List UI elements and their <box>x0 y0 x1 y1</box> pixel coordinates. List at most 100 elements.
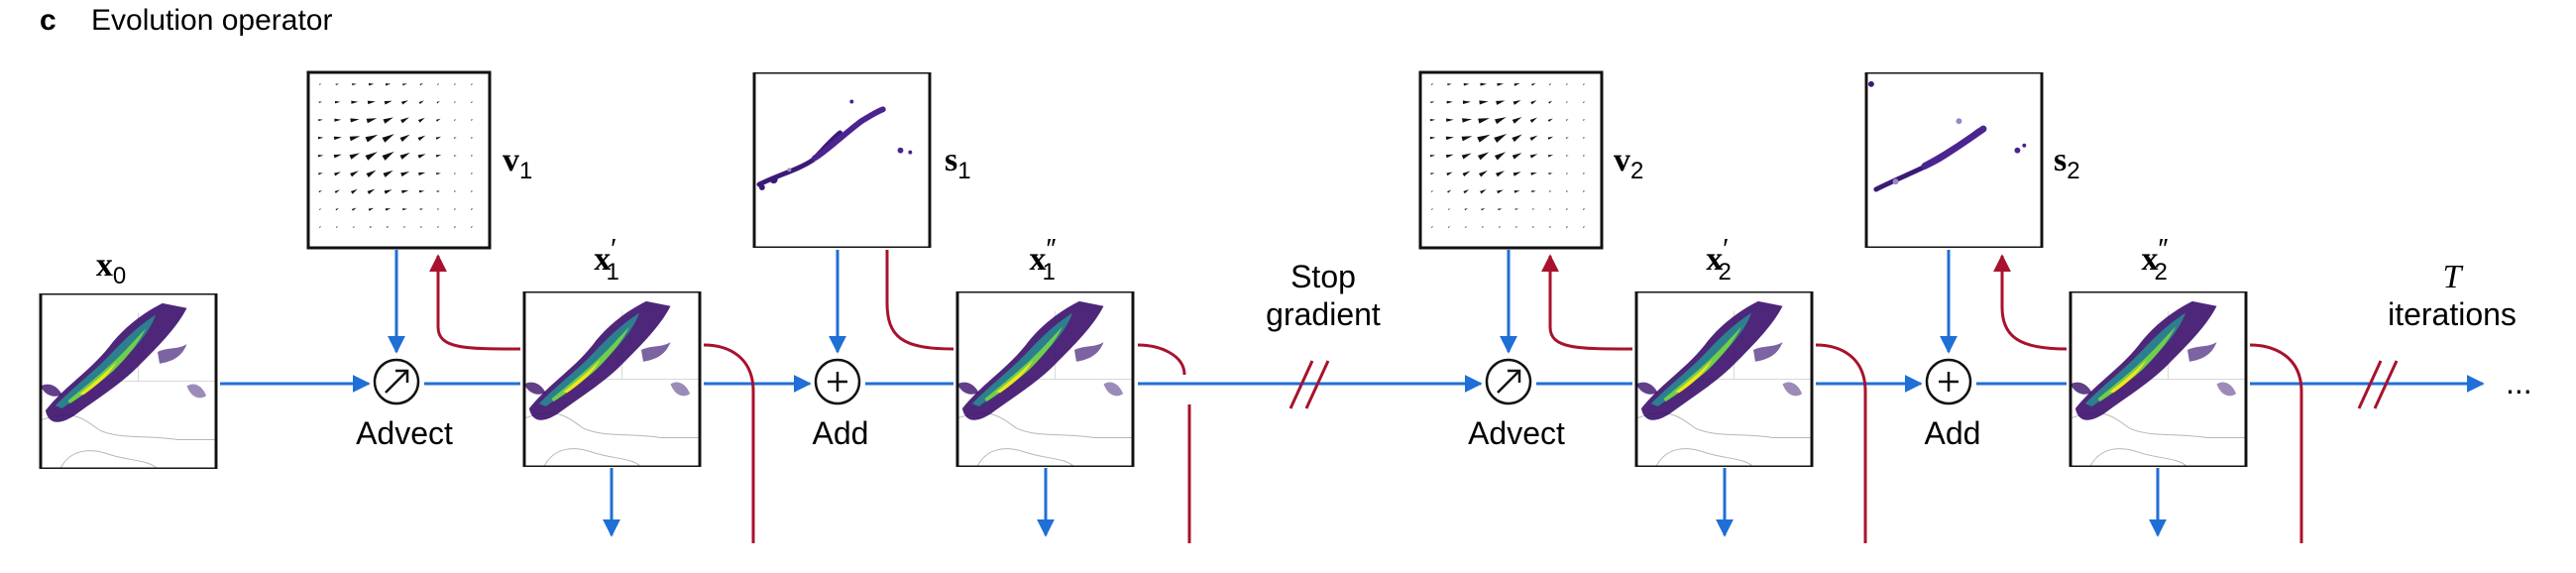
quiver-arrow <box>318 101 323 103</box>
quiver-arrow <box>1446 172 1453 176</box>
quiver-arrow <box>333 136 342 141</box>
advect-operator-2 <box>1485 358 1532 405</box>
quiver-arrow <box>1530 100 1537 105</box>
quiver-arrow <box>1498 208 1503 211</box>
quiver-arrow <box>1548 172 1553 175</box>
quiver-arrow <box>1565 155 1569 157</box>
quiver-arrow <box>418 172 426 176</box>
grad-x1p-down <box>703 343 755 543</box>
quiver-arrow <box>1513 83 1520 86</box>
quiver-arrow <box>1496 171 1506 177</box>
quiver-arrow <box>318 190 322 193</box>
quiver-arrow <box>367 188 376 194</box>
quiver-arrow <box>368 82 375 86</box>
quiver-arrow <box>368 207 375 211</box>
quiver-arrow <box>1447 226 1451 228</box>
label-x1pp: x″ 1 <box>1030 233 1057 286</box>
quiver-arrow <box>1462 171 1471 177</box>
quiver-arrow <box>333 154 342 159</box>
quiver-arrow <box>436 100 440 104</box>
quiver-arrow <box>400 117 409 124</box>
quiver-arrow <box>1565 83 1569 85</box>
quiver-arrow <box>453 119 457 121</box>
quiver-arrow <box>435 155 442 158</box>
quiver-arrow <box>369 226 373 228</box>
advect-label-1: Advect <box>356 415 453 451</box>
quiver-arrow <box>453 226 457 228</box>
map-x2p <box>1634 291 1814 467</box>
quiver-arrow <box>351 207 357 211</box>
map-x2pp <box>2069 291 2248 467</box>
advect-operator-1 <box>373 358 420 405</box>
quiver-arrow <box>419 208 424 210</box>
label-s2: s2 <box>2054 142 2080 184</box>
quiver-arrow <box>1582 101 1586 103</box>
quiver-arrow <box>1430 208 1434 210</box>
quiver-arrow <box>335 207 339 211</box>
quiver-arrow <box>1531 82 1536 86</box>
quiver-arrow <box>386 226 390 228</box>
quiver-arrow <box>453 155 457 157</box>
label-x2p: x′ 2 <box>1706 233 1732 286</box>
label-x2pp: x″ 2 <box>2142 233 2169 286</box>
quiver-arrow <box>1445 154 1454 159</box>
quiver-arrow <box>436 83 440 85</box>
quiver-arrow <box>1447 208 1451 210</box>
quiver-arrow <box>1513 190 1520 193</box>
quiver-arrow <box>1461 136 1473 142</box>
map-v1 <box>306 70 492 250</box>
plus-circle-icon <box>828 372 847 392</box>
map-x1p <box>522 291 702 467</box>
label-x0: x0 <box>96 247 126 289</box>
quiver-arrow <box>1480 189 1487 194</box>
quiver-arrow <box>471 172 474 174</box>
quiver-arrow <box>453 137 457 139</box>
quiver-arrow <box>1512 172 1521 176</box>
quiver-arrow <box>1529 135 1538 142</box>
quiver-arrow <box>1445 136 1454 141</box>
quiver-arrow <box>418 100 424 105</box>
quiver-arrow <box>1531 190 1536 193</box>
quiver-arrow <box>1566 208 1569 210</box>
quiver-arrow <box>471 119 474 121</box>
quiver-arrow <box>1480 82 1488 86</box>
stop-gradient-hatch <box>1288 360 1330 409</box>
quiver-arrow <box>334 118 342 122</box>
label-s1: s1 <box>945 142 971 184</box>
quiver-arrow <box>454 190 457 192</box>
quiver-arrow <box>1499 226 1502 228</box>
quiver-arrow <box>1447 83 1452 86</box>
quiver-arrow <box>1461 153 1472 160</box>
quiver-arrow <box>1565 226 1569 228</box>
quiver-arrow <box>399 152 410 160</box>
quiver-arrow <box>382 151 394 161</box>
panel-title: Evolution operator <box>91 4 333 37</box>
quiver-arrow <box>335 226 339 228</box>
quiver-arrow <box>1582 208 1586 210</box>
quiver-arrow <box>1494 133 1508 144</box>
quiver-arrow <box>454 208 457 210</box>
quiver-arrow <box>403 226 406 228</box>
quiver-arrow <box>1512 134 1522 143</box>
panel-letter: c <box>40 4 56 37</box>
iterations-ellipsis: ... <box>2506 365 2532 401</box>
map-s2 <box>1866 72 2042 248</box>
quiver-arrow <box>1430 190 1434 192</box>
iterations-variable: T <box>2443 259 2464 295</box>
quiver-arrow <box>333 172 341 176</box>
quiver-arrow <box>385 208 392 211</box>
quiver-arrow <box>1464 207 1468 211</box>
grad-x2pp-down <box>2249 343 2303 543</box>
quiver-arrow <box>349 136 361 142</box>
quiver-arrow <box>352 83 357 86</box>
quiver-arrow <box>1494 117 1507 125</box>
quiver-arrow <box>1529 117 1538 123</box>
quiver-arrow <box>318 83 322 85</box>
quiver-arrow <box>435 118 441 122</box>
quiver-arrow <box>470 226 474 228</box>
quiver-arrow <box>399 134 410 143</box>
quiver-arrow <box>1549 226 1552 228</box>
quiver-arrow <box>1548 100 1553 104</box>
quiver-arrow <box>1565 137 1569 139</box>
quiver-arrow <box>471 190 474 192</box>
